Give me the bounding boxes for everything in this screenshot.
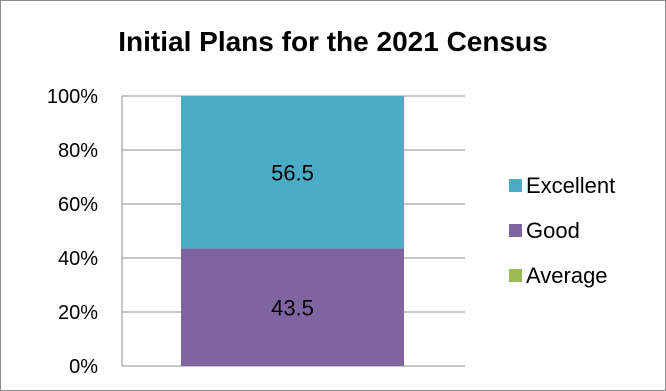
y-tick-label: 80% xyxy=(58,140,98,162)
data-label-good: 43.5 xyxy=(271,295,314,320)
data-label-excellent: 56.5 xyxy=(271,160,314,185)
legend-label-excellent: Excellent xyxy=(526,172,616,198)
bar-segment-good xyxy=(181,248,404,366)
legend-swatch-good xyxy=(509,224,522,237)
legend-label-average: Average xyxy=(526,262,608,288)
legend-item-good: Good xyxy=(509,217,615,244)
legend-label-good: Good xyxy=(526,217,580,243)
legend-item-excellent: Excellent xyxy=(509,172,615,199)
bar-segment-excellent xyxy=(181,96,404,249)
chart-title: Initial Plans for the 2021 Census xyxy=(118,26,548,57)
chart-legend: Excellent Good Average xyxy=(509,172,615,307)
legend-item-average: Average xyxy=(509,262,615,289)
y-tick-label: 0% xyxy=(69,356,98,378)
legend-swatch-excellent xyxy=(509,179,522,192)
y-tick-label: 20% xyxy=(58,302,98,324)
y-tick-label: 100% xyxy=(47,86,98,108)
y-tick-label: 60% xyxy=(58,194,98,216)
legend-swatch-average xyxy=(509,269,522,282)
y-tick-label: 40% xyxy=(58,248,98,270)
